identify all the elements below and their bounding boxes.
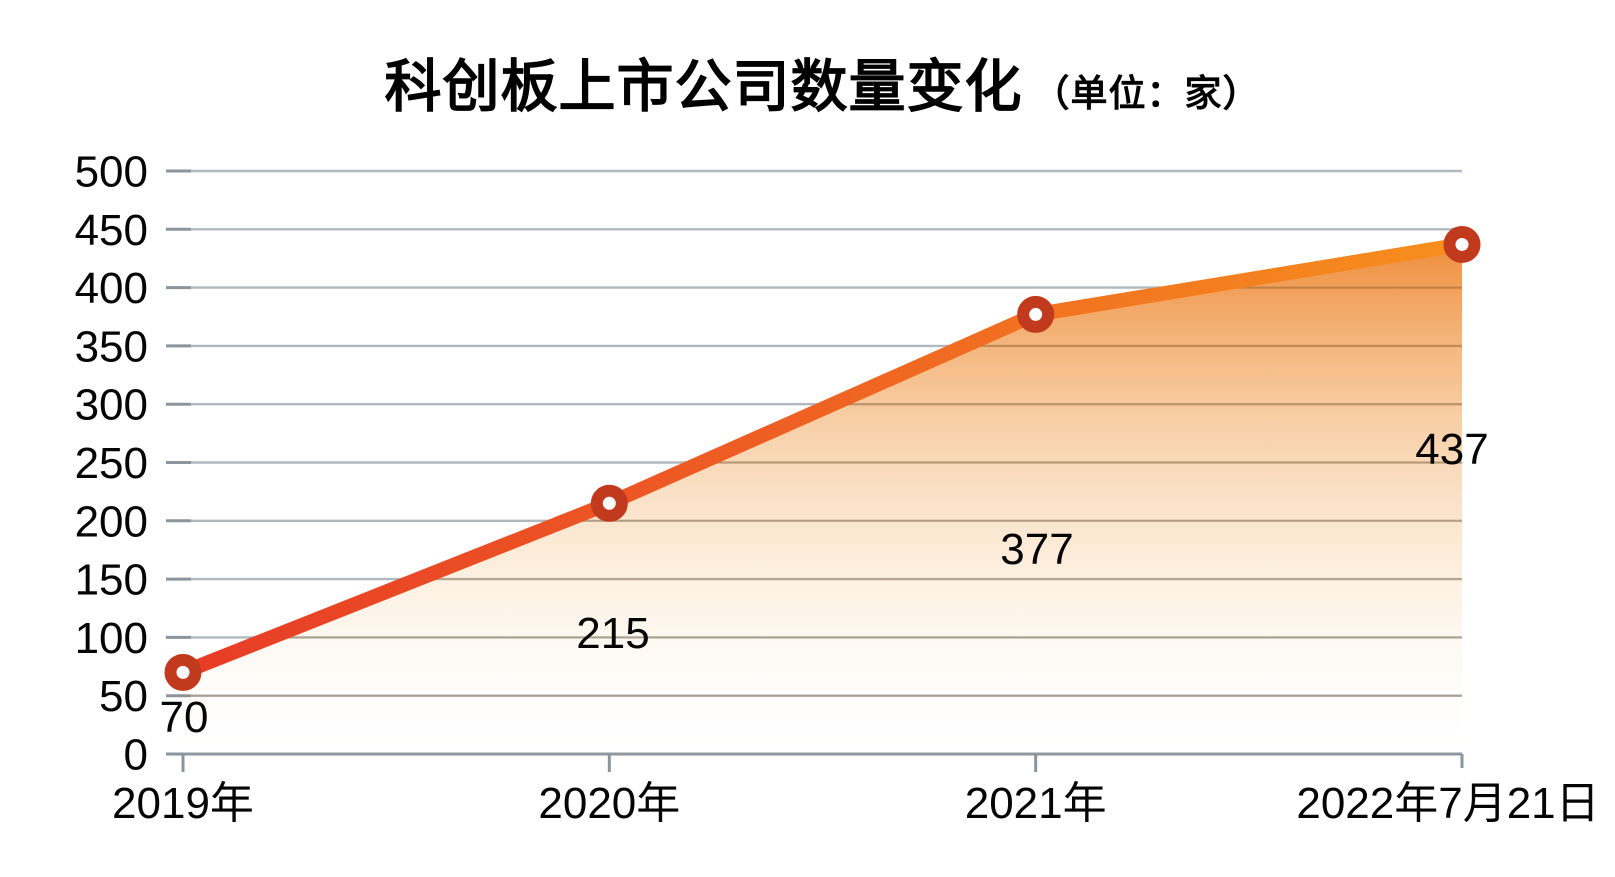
x-axis-label: 2020年	[538, 779, 680, 828]
y-axis-label: 0	[124, 731, 148, 780]
y-axis-label: 50	[99, 672, 148, 721]
data-value-label: 437	[1415, 425, 1488, 474]
y-axis-label: 500	[75, 148, 148, 197]
data-value-labels: 70 215 377 437	[160, 425, 1489, 742]
y-axis-label: 300	[75, 381, 148, 430]
y-axis-label: 150	[75, 556, 148, 605]
y-axis-label: 400	[75, 264, 148, 313]
data-markers	[164, 225, 1481, 691]
chart-unit-label: （单位：家）	[1032, 73, 1261, 114]
x-axis-label: 2019年	[112, 779, 254, 828]
y-axis-labels: 0 50 100 150 200 250 300 350 400 450 500	[75, 148, 148, 780]
chart-title-text: 科创板上市公司数量变化	[384, 55, 1023, 119]
x-axis-ticks	[181, 754, 1464, 772]
data-value-label: 70	[160, 693, 209, 742]
data-point-marker	[164, 653, 202, 691]
y-axis-label: 100	[75, 614, 148, 663]
y-axis-label: 450	[75, 206, 148, 255]
chart-title: 科创板上市公司数量变化 （单位：家）	[183, 56, 1462, 119]
data-point-marker	[1443, 225, 1481, 263]
data-value-label: 377	[1000, 525, 1073, 574]
x-axis-label: 2022年7月21日	[1296, 779, 1599, 828]
data-value-label: 215	[576, 609, 649, 658]
y-axis-label: 350	[75, 322, 148, 371]
data-point-marker	[590, 484, 628, 522]
area-fill	[183, 244, 1462, 754]
y-axis-label: 250	[75, 439, 148, 488]
data-point-marker	[1017, 295, 1055, 333]
x-axis-labels: 2019年 2020年 2021年 2022年7月21日	[112, 779, 1600, 828]
data-line	[175, 237, 1470, 680]
x-axis-label: 2021年	[965, 779, 1107, 828]
y-axis-label: 200	[75, 497, 148, 546]
